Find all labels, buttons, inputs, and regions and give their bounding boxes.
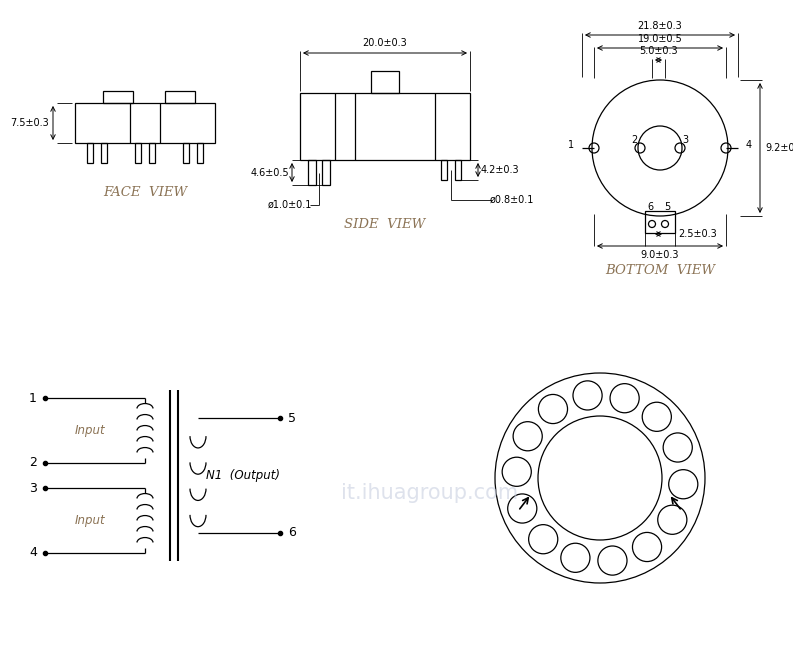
Text: 5: 5 (664, 202, 670, 212)
Text: 3: 3 (29, 481, 37, 494)
Text: 6: 6 (647, 202, 653, 212)
Bar (197, 143, 203, 163)
Bar (441, 160, 447, 180)
Text: 19.0±0.5: 19.0±0.5 (638, 34, 682, 44)
Bar (308, 160, 316, 185)
Bar (135, 143, 141, 163)
Text: BOTTOM  VIEW: BOTTOM VIEW (605, 264, 715, 277)
Text: SIDE  VIEW: SIDE VIEW (344, 218, 426, 231)
Text: 9.2±0.5: 9.2±0.5 (765, 143, 793, 153)
Text: FACE  VIEW: FACE VIEW (103, 187, 187, 200)
Bar (300, 93, 470, 160)
Text: 6: 6 (288, 526, 296, 540)
Text: 7.5±0.3: 7.5±0.3 (10, 118, 49, 128)
Bar (75, 103, 215, 143)
Text: ø1.0±0.1: ø1.0±0.1 (268, 200, 312, 210)
Text: 2: 2 (632, 135, 638, 145)
Text: 20.0±0.3: 20.0±0.3 (362, 38, 408, 48)
Bar (165, 91, 195, 103)
Bar (149, 143, 155, 163)
Text: it.ihuagroup.com: it.ihuagroup.com (342, 483, 519, 503)
Text: 4: 4 (29, 546, 37, 559)
Bar (455, 160, 461, 180)
Text: 9.0±0.3: 9.0±0.3 (641, 250, 680, 260)
Bar (101, 143, 107, 163)
Text: 1: 1 (29, 391, 37, 404)
Text: 1: 1 (568, 140, 574, 150)
Text: 4.2±0.3: 4.2±0.3 (481, 165, 519, 175)
Text: Input: Input (75, 424, 105, 437)
Text: Input: Input (75, 514, 105, 527)
Text: 5.0±0.3: 5.0±0.3 (639, 46, 678, 56)
Text: 21.8±0.3: 21.8±0.3 (638, 21, 682, 31)
Text: 2: 2 (29, 456, 37, 470)
Text: ø0.8±0.1: ø0.8±0.1 (490, 195, 534, 205)
Bar (645, 211, 675, 233)
Text: 4.6±0.5: 4.6±0.5 (251, 167, 289, 178)
Bar (103, 91, 133, 103)
Bar (183, 143, 189, 163)
Text: 2.5±0.3: 2.5±0.3 (678, 229, 717, 239)
Text: 5: 5 (288, 411, 296, 424)
Text: 3: 3 (682, 135, 688, 145)
Bar (371, 71, 399, 93)
Text: N1  (Output): N1 (Output) (206, 469, 280, 482)
Bar (87, 143, 93, 163)
Text: 4: 4 (746, 140, 752, 150)
Bar (322, 160, 330, 185)
